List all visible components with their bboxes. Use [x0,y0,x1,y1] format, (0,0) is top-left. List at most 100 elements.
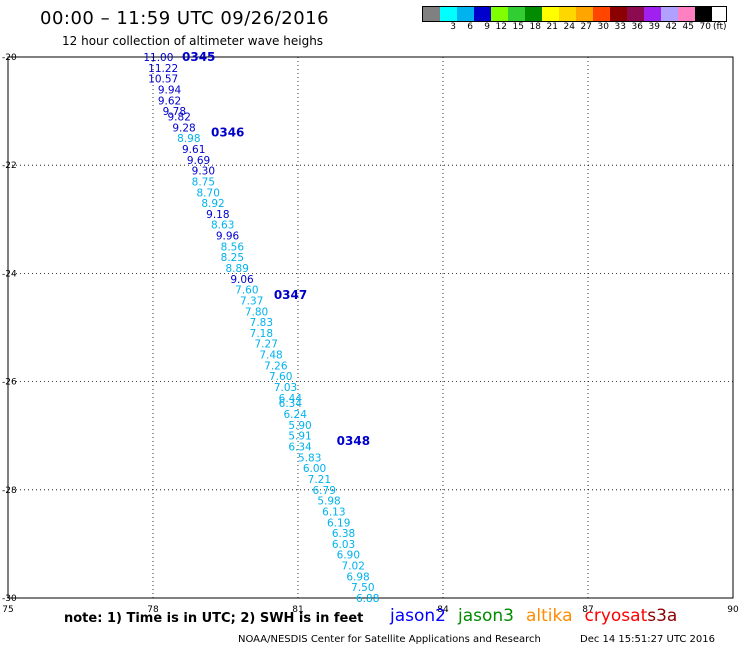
lon-tick-label: 84 [437,605,449,615]
map-frame [7,56,734,599]
footer-credit: NOAA/NESDIS Center for Satellite Applica… [238,634,541,645]
lat-tick-label: -20 [2,53,17,63]
swh-observation: 6.34 [288,442,312,454]
legend-swatch [695,7,712,21]
swh-observation: 6.88 [356,593,379,605]
legend-tick-label: 6 [467,22,473,32]
swh-observation: 7.18 [250,328,273,340]
legend-tick-label: 45 [682,22,694,32]
swh-observation: 7.80 [245,306,268,318]
legend-tick-label: 24 [563,22,575,32]
swh-observation: 7.21 [308,474,331,486]
footer-timestamp: Dec 14 15:51:27 UTC 2016 [580,634,715,645]
lon-tick-label: 75 [2,605,13,615]
legend-swatch [508,7,525,21]
legend-tick-label: 36 [631,22,643,32]
legend-swatch [423,7,440,21]
legend-swatch [491,7,508,21]
track-time-label: 0346 [211,126,244,140]
legend-swatch [559,7,576,21]
legend-swatch [678,7,695,21]
swh-observation: 7.60 [235,285,258,297]
legend-spacer [422,22,439,34]
swh-observation: 5.90 [288,420,311,432]
legend-tick-label: 9 [484,22,490,32]
swh-observation: 11.00 [143,52,173,64]
legend-tick-label: 18 [529,22,541,32]
legend-tick-label: 33 [614,22,626,32]
lat-tick-label: -24 [2,269,17,279]
legend-tick-label: 30 [597,22,609,32]
swh-observation: 9.94 [158,84,182,96]
legend-ticks: 3 6 9 12 15 18 21 24 27 30 33 36 39 42 45 70 (ft) [422,22,727,34]
swh-observation: 9.78 [163,106,186,118]
swh-observation: 7.83 [250,317,273,329]
legend-swatch [644,7,661,21]
page-title: 00:00 – 11:59 UTC 09/26/2016 [40,8,330,29]
legend-tick-label: 15 [512,22,524,32]
satellite-label-cryosat: cryosat [584,606,648,626]
legend-swatch [576,7,593,21]
legend-tick-label: 70 [699,22,711,32]
legend-tick-label: 3 [450,22,456,32]
swh-observation: 8.98 [177,133,200,145]
lon-tick-label: 78 [147,605,159,615]
swh-observation: 8.75 [192,176,215,188]
legend-tick-label: 42 [665,22,677,32]
swh-observation: 9.28 [172,122,195,134]
lat-tick-label: -30 [2,594,17,604]
swh-observation: 9.61 [182,144,205,156]
swh-observation: 6.13 [322,506,345,518]
swh-observation: 9.82 [168,112,191,124]
swh-observation: 7.50 [351,582,374,594]
satellite-legend: jason2 jason3 altika cryosats3a [390,606,689,626]
page-subtitle: 12 hour collection of altimeter wave hei… [62,34,324,48]
satellite-label-jason2: jason2 [390,606,446,626]
track-time-label: 0348 [337,434,370,448]
legend-swatch [525,7,542,21]
swh-observation: 8.92 [201,198,224,210]
swh-observation: 6.00 [303,463,326,475]
legend-swatch [661,7,678,21]
legend-swatch [457,7,474,21]
swh-observation: 6.19 [327,517,350,529]
swh-observation: 11.22 [148,63,178,75]
legend-tick-label: 21 [546,22,558,32]
swh-observation: 9.96 [216,231,240,243]
legend-unit: (ft) [713,22,727,32]
swh-observation: 6.79 [313,485,336,497]
legend-tick-label: 12 [495,22,507,32]
swh-observation: 7.27 [255,339,278,351]
swh-observation: 6.24 [284,409,308,421]
lon-tick-label: 81 [292,605,303,615]
swh-observation: 6.44 [279,393,303,405]
legend-swatch [542,7,559,21]
swh-observation: 7.60 [269,371,292,383]
satellite-label-jason3: jason3 [458,606,514,626]
track-time-label: 0347 [274,288,307,302]
legend-tick-label: 27 [580,22,592,32]
swh-observation: 7.03 [274,382,297,394]
legend-swatch [593,7,610,21]
lon-tick-label: 90 [727,605,739,615]
swh-observation: 8.25 [221,252,244,264]
swh-observation: 7.37 [240,295,263,307]
track-time-label: 0345 [182,50,215,64]
swh-observation: 6.90 [337,550,360,562]
swh-observation: 9.06 [230,274,254,286]
lon-tick-label: 87 [582,605,593,615]
swh-observation: 6.34 [279,398,303,410]
swh-observation: 6.03 [332,539,355,551]
satellite-label-altika: altika [526,606,573,626]
color-legend: 3 6 9 12 15 18 21 24 27 30 33 36 39 42 45 70 (ft) [422,6,727,34]
swh-observation: 5.83 [298,452,321,464]
satellite-label-s3a: s3a [647,606,678,626]
swh-observation: 6.98 [346,571,369,583]
swh-observation: 8.63 [211,220,234,232]
legend-swatches [422,6,727,22]
swh-observation: 7.02 [342,561,365,573]
lat-tick-label: -22 [2,161,17,171]
lat-tick-label: -28 [2,486,17,496]
legend-tick-label: 39 [648,22,660,32]
